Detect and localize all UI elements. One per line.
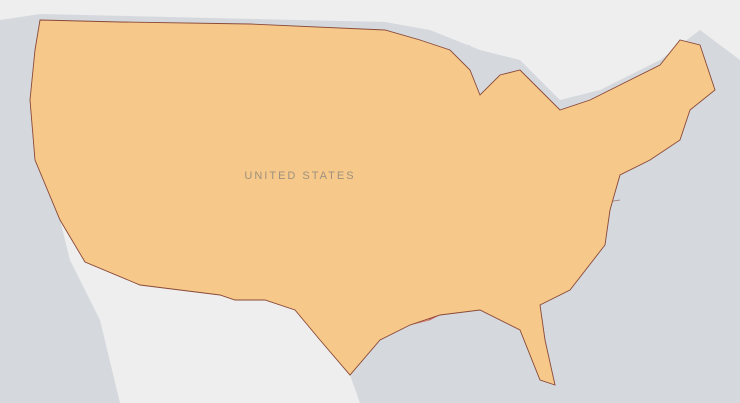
land-south (60, 220, 360, 403)
land-north (0, 0, 740, 100)
country-label: UNITED STATES (244, 170, 355, 182)
land-east (555, 33, 650, 80)
